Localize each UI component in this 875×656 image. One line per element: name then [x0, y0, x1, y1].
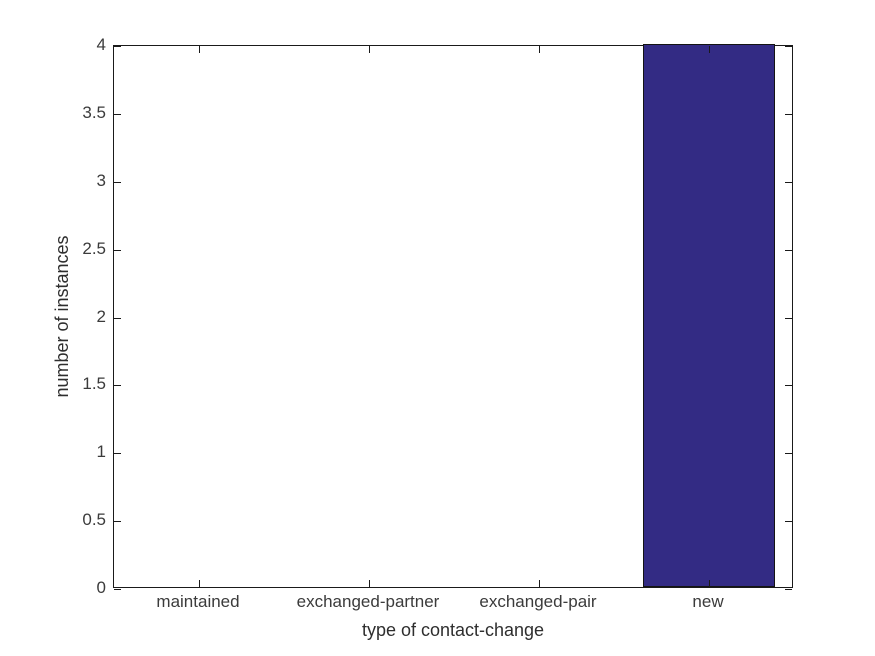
x-axis-tick-labels: maintained exchanged-partner exchanged-pai…: [113, 592, 793, 618]
x-tick-mark: [199, 580, 200, 587]
bar-new: [642, 44, 776, 587]
y-tick-label: 0.5: [82, 510, 106, 530]
x-tick-mark: [539, 580, 540, 587]
x-tick-label-maintained: maintained: [156, 592, 240, 611]
x-axis-title: type of contact-change: [361, 620, 545, 640]
y-tick-label: 1.5: [82, 374, 106, 394]
x-tick-mark: [369, 580, 370, 587]
y-tick-mark: [114, 589, 121, 590]
y-tick-label: 0: [96, 578, 106, 597]
y-tick-mark: [785, 453, 792, 455]
y-tick-mark: [114, 385, 121, 387]
y-axis-title: number of instances: [52, 235, 72, 398]
y-axis-tick-labels: 0 0.5 1 1.5 2 2.5 3 3.5 4: [0, 35, 113, 597]
x-tick-mark: [709, 580, 710, 587]
y-tick-mark: [785, 249, 792, 251]
y-tick-mark: [785, 113, 792, 115]
x-tick-mark: [199, 46, 200, 53]
bars-layer: [114, 44, 792, 587]
y-tick-mark: [114, 46, 121, 47]
y-tick-label: 4: [96, 35, 106, 54]
y-tick-label: 3: [96, 170, 106, 190]
y-tick-mark: [785, 181, 792, 183]
y-tick-mark: [114, 317, 121, 319]
y-tick-mark: [114, 453, 121, 455]
y-tick-label: 2: [96, 306, 106, 326]
y-tick-label: 2.5: [82, 238, 106, 258]
y-tick-mark: [785, 317, 792, 319]
y-tick-label: 3.5: [82, 102, 106, 122]
x-tick-mark: [369, 46, 370, 53]
x-tick-label-exchanged-partner: exchanged-partner: [296, 592, 440, 611]
x-tick-label-new: new: [692, 592, 724, 611]
y-tick-mark: [785, 385, 792, 387]
y-tick-label: 1: [96, 442, 106, 462]
y-tick-mark: [114, 113, 121, 115]
y-tick-mark: [114, 181, 121, 183]
x-tick-label-exchanged-pair: exchanged-pair: [479, 592, 597, 611]
y-tick-mark: [114, 521, 121, 523]
y-tick-mark: [785, 46, 792, 47]
plot-area: [113, 44, 793, 590]
x-tick-mark: [709, 46, 710, 53]
x-tick-mark: [539, 46, 540, 53]
y-tick-mark: [785, 589, 792, 590]
y-tick-mark: [114, 249, 121, 251]
y-tick-mark: [785, 521, 792, 523]
